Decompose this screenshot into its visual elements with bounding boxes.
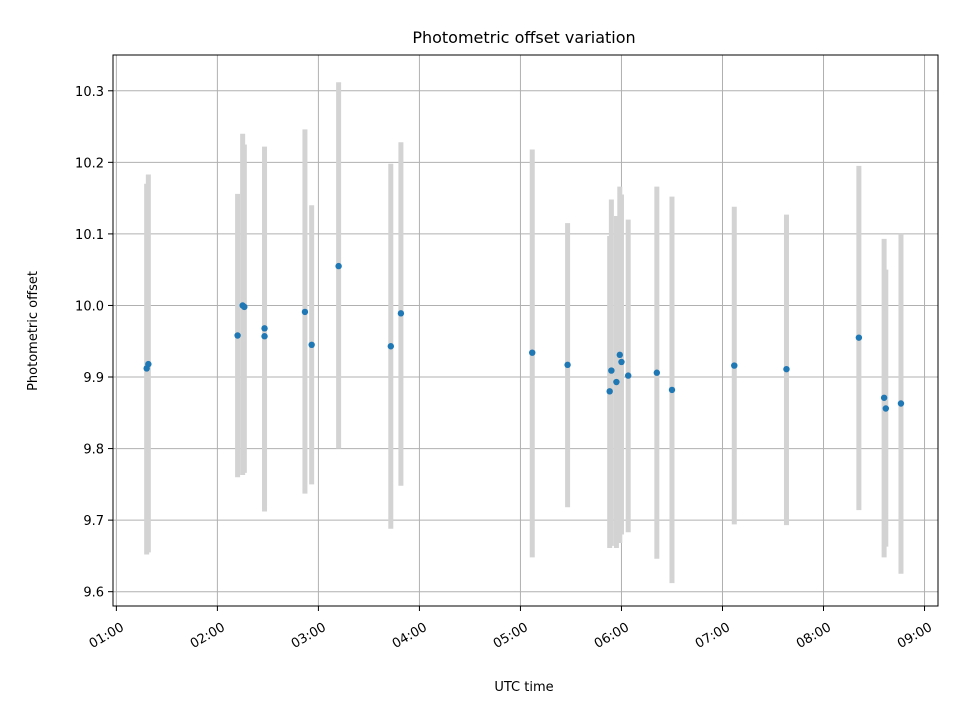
data-point: [335, 262, 342, 270]
y-axis-label: Photometric offset: [26, 271, 41, 391]
data-point: [880, 394, 888, 401]
data-point: [308, 341, 315, 349]
data-point: [529, 349, 536, 356]
data-point: [145, 360, 152, 368]
data-point: [668, 386, 676, 394]
data-point: [261, 333, 268, 340]
data-point: [608, 367, 615, 374]
data-point: [387, 343, 395, 350]
plot-frame: [112, 54, 939, 607]
data-point: [261, 325, 268, 332]
data-point: [897, 400, 905, 407]
data-point: [613, 378, 620, 386]
data-point: [564, 361, 571, 369]
y-axis: 9.6 9.7 9.8 9.9 10.0 10.1 10.2 10.3: [75, 85, 113, 601]
data-point: [618, 358, 625, 366]
data-point: [241, 303, 248, 311]
data-point: [397, 310, 405, 317]
data-point: [653, 369, 661, 376]
y-tick-label: 9.6: [83, 586, 104, 601]
data-point: [855, 334, 863, 341]
y-tick-label: 9.8: [83, 443, 104, 458]
y-tick-label: 10.2: [75, 156, 104, 171]
chart-title: Photometric offset variation: [412, 28, 635, 47]
data-point: [783, 365, 790, 373]
data-point: [882, 405, 890, 412]
data-point: [616, 351, 623, 359]
data-point: [301, 308, 309, 316]
y-tick-label: 10.1: [75, 228, 104, 243]
y-tick-label: 9.7: [83, 514, 104, 529]
data-point: [625, 372, 632, 379]
x-axis-label: UTC time: [494, 680, 553, 695]
y-tick-label: 10.0: [75, 299, 104, 314]
data-point: [606, 388, 613, 395]
y-tick-label: 9.9: [83, 371, 104, 386]
data-point: [731, 362, 738, 369]
data-points: [143, 262, 905, 412]
y-tick-label: 10.3: [75, 85, 104, 100]
data-point: [234, 332, 241, 339]
